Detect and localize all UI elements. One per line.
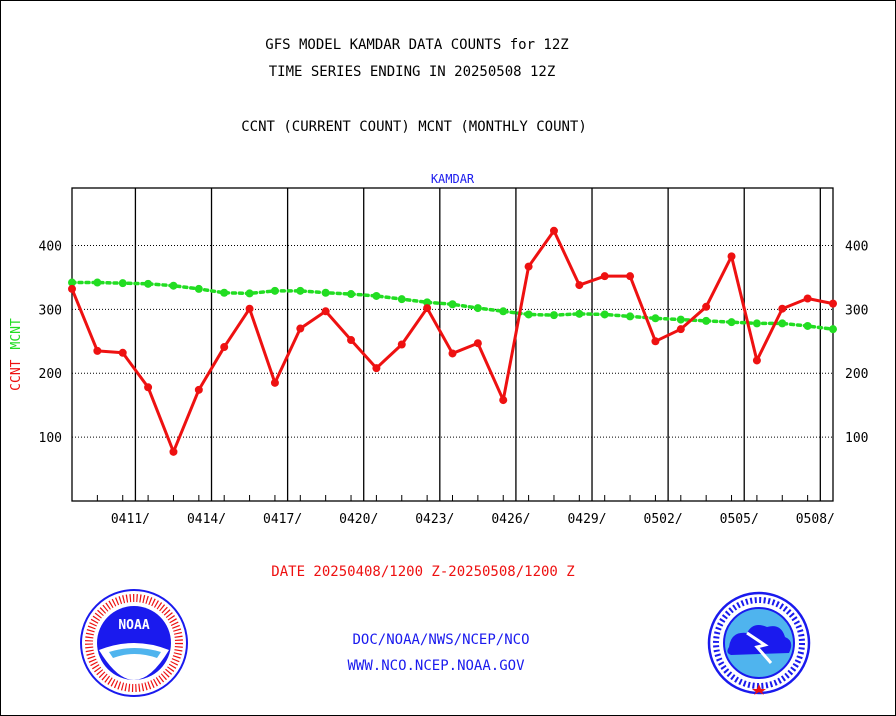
ccnt-point	[803, 294, 812, 303]
x-tick-label: 0411/	[111, 512, 150, 527]
ccnt-point	[144, 383, 153, 392]
mcnt-point	[575, 309, 584, 318]
mcnt-point	[194, 284, 203, 293]
ccnt-point	[575, 281, 584, 290]
noaa-logo-icon: NOAA	[80, 589, 188, 697]
plot-area-border	[71, 187, 834, 502]
x-tick-label: 0414/	[187, 512, 226, 527]
ccnt-point	[347, 336, 356, 345]
chart-title-kamdar: KAMDAR	[431, 172, 475, 186]
mcnt-point	[270, 286, 279, 295]
ccnt-point	[651, 337, 660, 346]
ccnt-point	[194, 385, 203, 394]
ccnt-point	[778, 304, 787, 313]
ccnt-point	[499, 396, 508, 405]
mcnt-point	[169, 281, 178, 290]
ccnt-point	[397, 340, 406, 349]
ccnt-point	[220, 343, 229, 352]
ccnt-point	[118, 348, 127, 357]
x-tick-label: 0502/	[644, 512, 683, 527]
y-axis-label: CCNT MCNT	[9, 318, 24, 391]
y-tick-label-right: 400	[845, 239, 868, 254]
y-tick-label-right: 100	[845, 431, 868, 446]
ccnt-point	[270, 378, 279, 387]
x-tick-label: 0420/	[339, 512, 378, 527]
ccnt-point	[245, 304, 254, 313]
mcnt-point	[676, 315, 685, 324]
mcnt-point	[651, 314, 660, 323]
x-tick-label: 0423/	[415, 512, 454, 527]
mcnt-point	[397, 295, 406, 304]
ccnt-point	[600, 272, 609, 281]
ccnt-point	[524, 262, 533, 271]
mcnt-point	[524, 310, 533, 319]
mcnt-point	[423, 298, 432, 307]
x-tick-label: 0426/	[491, 512, 530, 527]
ccnt-point	[752, 356, 761, 365]
mcnt-point	[499, 307, 508, 316]
mcnt-point	[727, 318, 736, 327]
mcnt-point	[473, 304, 482, 313]
website-link[interactable]: WWW.NCO.NCEP.NOAA.GOV	[347, 658, 525, 674]
x-tick-label: 0417/	[263, 512, 302, 527]
x-tick-label: 0505/	[720, 512, 759, 527]
ccnt-point	[68, 284, 76, 293]
ccnt-point	[702, 302, 711, 311]
mcnt-point	[752, 319, 761, 328]
mcnt-point	[372, 291, 381, 300]
ccnt-point	[423, 304, 432, 313]
y-tick-label-left: 300	[39, 303, 62, 318]
ccnt-point	[448, 349, 457, 358]
mcnt-point	[778, 319, 787, 328]
ccnt-point	[676, 325, 685, 334]
mcnt-point	[118, 279, 127, 288]
mcnt-point	[702, 316, 711, 325]
ccnt-point	[93, 346, 102, 355]
chart-title-line2: TIME SERIES ENDING IN 20250508 12Z	[268, 64, 556, 80]
y-axis-label-ccnt: CCNT	[9, 359, 24, 390]
y-tick-label-right: 300	[845, 303, 868, 318]
y-tick-label-left: 400	[39, 239, 62, 254]
mcnt-point	[93, 278, 102, 287]
ccnt-point	[296, 324, 305, 333]
mcnt-point	[829, 325, 837, 334]
mcnt-point	[144, 279, 153, 288]
date-range-label: DATE 20250408/1200 Z-20250508/1200 Z	[271, 564, 575, 580]
mcnt-point	[626, 312, 635, 321]
ccnt-point	[626, 272, 635, 281]
mcnt-point	[549, 311, 558, 320]
chart-title-line1: GFS MODEL KAMDAR DATA COUNTS for 12Z	[265, 37, 569, 53]
mcnt-point	[68, 278, 76, 287]
mcnt-point	[296, 286, 305, 295]
mcnt-point	[600, 310, 609, 319]
mcnt-point	[245, 289, 254, 298]
y-tick-label-right: 200	[845, 367, 868, 382]
mcnt-point	[448, 300, 457, 309]
mcnt-point	[347, 290, 356, 299]
ccnt-point	[549, 226, 558, 235]
y-axis-label-mcnt: MCNT	[9, 318, 24, 349]
mcnt-point	[321, 288, 330, 297]
y-tick-label-left: 100	[39, 431, 62, 446]
ccnt-series-line	[70, 229, 834, 454]
ccnt-point	[829, 299, 837, 308]
svg-text:NOAA: NOAA	[118, 618, 149, 633]
y-tick-label-left: 200	[39, 367, 62, 382]
ccnt-point	[321, 307, 330, 316]
mcnt-point	[220, 288, 229, 297]
ccnt-point	[473, 339, 482, 348]
ccnt-point	[372, 364, 381, 373]
ccnt-point	[727, 252, 736, 261]
x-tick-label: 0508/	[796, 512, 835, 527]
nws-logo-icon	[707, 591, 811, 695]
mcnt-point	[803, 321, 812, 330]
ccnt-point	[169, 447, 178, 456]
chart-subtitle: CCNT (CURRENT COUNT) MCNT (MONTHLY COUNT…	[241, 119, 587, 135]
org-path-label: DOC/NOAA/NWS/NCEP/NCO	[352, 632, 530, 648]
x-tick-label: 0429/	[567, 512, 606, 527]
